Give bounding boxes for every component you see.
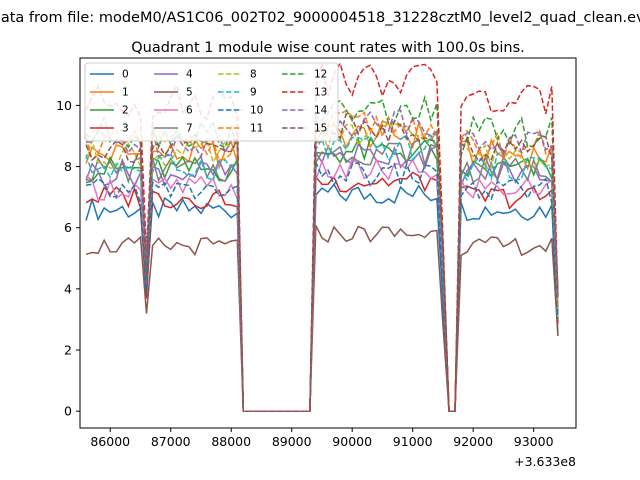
legend-item: 10: [218, 105, 263, 117]
x-tick: 89000: [272, 428, 312, 449]
series-line-9: [85, 133, 559, 412]
legend-item: 6: [154, 105, 193, 117]
series-line-6: [85, 157, 559, 412]
series-line-5: [85, 225, 559, 412]
y-tick: 4: [64, 281, 80, 296]
chart-suptitle: Data from file: modeM0/AS1C06_002T02_900…: [0, 10, 640, 26]
y-tick-label: 6: [64, 220, 72, 235]
legend-label: 3: [122, 123, 129, 135]
legend-frame: [84, 62, 339, 142]
x-tick: 86000: [90, 428, 130, 449]
legend-label: 6: [186, 105, 193, 117]
x-tick: 87000: [151, 428, 191, 449]
y-tick: 2: [64, 343, 80, 358]
x-tick: 92000: [453, 428, 493, 449]
legend-label: 4: [186, 69, 193, 81]
y-tick-label: 2: [64, 343, 72, 358]
y-tick-label: 10: [56, 98, 72, 113]
legend-item: 1: [90, 87, 129, 99]
legend-label: 12: [314, 69, 327, 81]
legend-item: 4: [154, 69, 193, 81]
series-line-3: [85, 171, 559, 412]
legend-label: 13: [314, 87, 327, 99]
x-tick-label: 93000: [514, 434, 554, 449]
legend-label: 5: [186, 87, 193, 99]
y-tick: 6: [64, 220, 80, 235]
x-tick: 93000: [514, 428, 554, 449]
chart-title: Quadrant 1 module wise count rates with …: [131, 40, 525, 56]
x-tick-label: 90000: [332, 434, 372, 449]
x-tick-label: 88000: [211, 434, 251, 449]
x-tick-label: 92000: [453, 434, 493, 449]
legend-item: 5: [154, 87, 193, 99]
plot-frame: [79, 57, 577, 429]
legend-label: 14: [314, 105, 328, 117]
series-line-0: [85, 183, 559, 412]
legend-item: 7: [154, 123, 193, 135]
x-tick: 88000: [211, 428, 251, 449]
legend-label: 1: [122, 87, 129, 99]
legend-label: 15: [314, 123, 327, 135]
legend-item: 2: [90, 105, 129, 117]
legend-item: 15: [282, 123, 327, 135]
x-tick-label: 87000: [151, 434, 191, 449]
legend-label: 2: [122, 105, 129, 117]
legend-item: 13: [282, 87, 327, 99]
y-tick-label: 8: [64, 159, 72, 174]
legend-item: 14: [282, 105, 328, 117]
x-axis: 86000 87000 88000 89000 90000 91000 92000 93000: [90, 428, 554, 449]
legend-item: 8: [218, 69, 257, 81]
legend-label: 0: [122, 69, 129, 81]
y-tick-label: 0: [64, 404, 72, 419]
legend-label: 10: [250, 105, 263, 117]
legend-label: 11: [250, 123, 263, 135]
y-tick: 10: [56, 98, 80, 113]
series-line-15: [85, 112, 559, 412]
x-tick: 90000: [332, 428, 372, 449]
legend-item: 11: [218, 123, 263, 135]
y-tick: 8: [64, 159, 80, 174]
x-tick-label: 86000: [90, 434, 130, 449]
y-tick: 0: [64, 404, 80, 419]
legend-item: 9: [218, 87, 257, 99]
legend-item: 0: [90, 69, 129, 81]
legend-label: 9: [250, 87, 257, 99]
legend-label: 8: [250, 69, 257, 81]
legend-item: 3: [90, 123, 129, 135]
y-tick-label: 4: [64, 281, 72, 296]
x-tick-label: 89000: [272, 434, 312, 449]
legend-item: 12: [282, 69, 327, 81]
x-tick-label: 91000: [393, 434, 433, 449]
x-tick: 91000: [393, 428, 433, 449]
x-offset-label: +3.633e8: [514, 454, 576, 469]
legend-label: 7: [186, 123, 193, 135]
series-line-10: [85, 161, 559, 412]
series-line-7: [85, 138, 559, 412]
y-axis: 0 2 4 6 8 10: [56, 98, 80, 419]
